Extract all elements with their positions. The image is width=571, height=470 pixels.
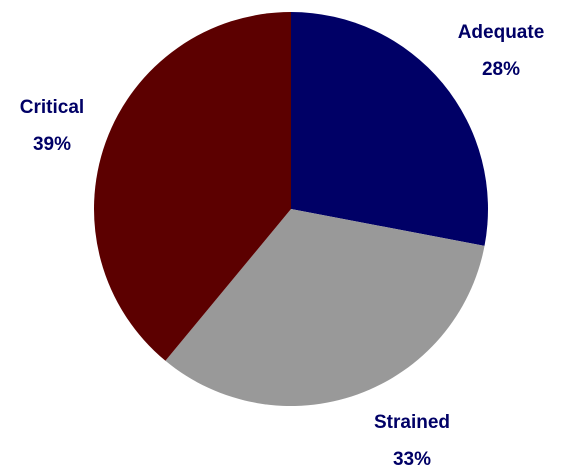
- slice-label-critical-name: Critical: [20, 97, 84, 118]
- slice-label-strained-name: Strained: [374, 412, 450, 433]
- pie-slices: [94, 12, 489, 406]
- slice-label-critical-value: 39%: [33, 134, 71, 155]
- slice-label-adequate-value: 28%: [482, 59, 520, 80]
- slice-label-adequate-name: Adequate: [458, 22, 545, 43]
- slice-label-strained-value: 33%: [393, 449, 431, 470]
- pie-slice-critical: [94, 12, 291, 361]
- pie-slice-strained: [165, 209, 485, 406]
- pie-slice-adequate: [291, 12, 489, 246]
